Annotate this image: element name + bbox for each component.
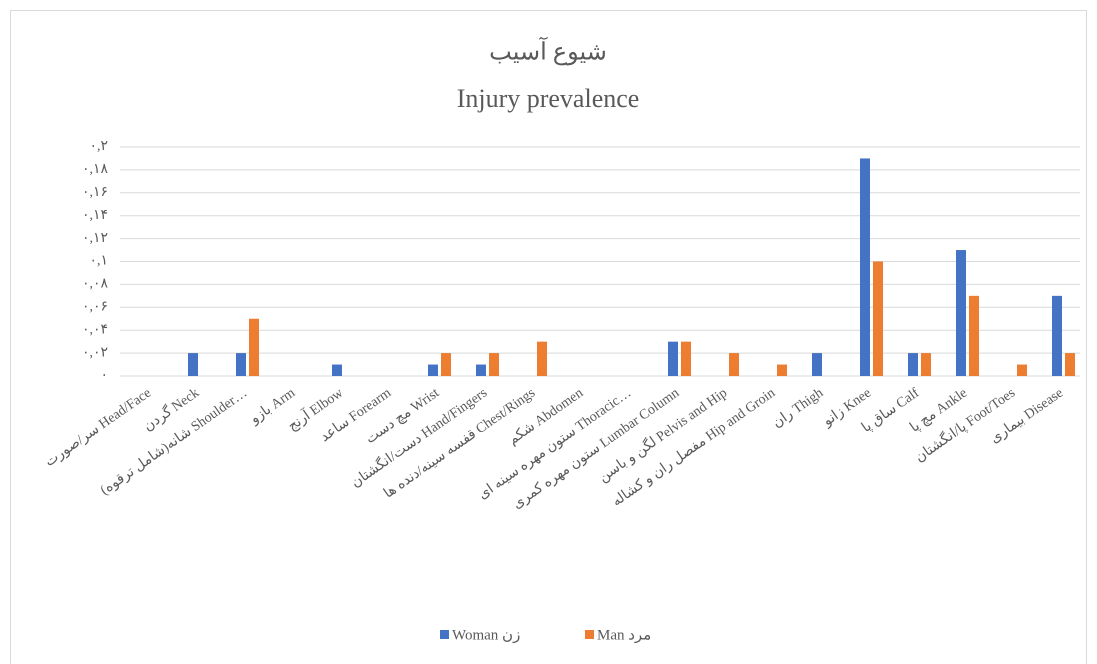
bar [777,364,787,376]
y-tick-label: ۰,۱ [89,254,108,269]
chart-subtitle: Injury prevalence [457,84,640,113]
bar [860,158,870,376]
bar [921,353,931,376]
bar [236,353,246,376]
bar [812,353,822,376]
bar [537,341,547,376]
bar [489,353,499,376]
bar [873,261,883,376]
bar [249,318,259,376]
bar [332,364,342,376]
legend-swatch [440,630,449,639]
bar [1052,295,1062,376]
y-tick-label: ۰,۲ [89,139,108,154]
y-tick-label: ۰,۰۶ [82,300,108,315]
bar [476,364,486,376]
y-tick-label: ۰,۱۲ [82,231,108,246]
legend-label: Man مرد [597,627,651,643]
y-tick-label: ۰,۰۸ [82,277,109,292]
legend-label: Woman زن [452,627,520,643]
bar [1065,353,1075,376]
y-tick-label: ۰,۱۶ [82,185,108,200]
bar [969,295,979,376]
bar [188,353,198,376]
bar [908,353,918,376]
chart-title: شیوع آسیب [489,37,607,66]
y-tick-label: ۰,۱۸ [82,162,109,177]
y-tick-label: ۰,۱۴ [82,208,108,223]
y-tick-label: ۰,۰۲ [82,345,108,360]
y-tick-label: ۰ [100,368,108,383]
bar [729,353,739,376]
bar [441,353,451,376]
bar [1017,364,1027,376]
legend-swatch [585,630,594,639]
chart-frame [10,10,1087,664]
y-tick-label: ۰,۰۴ [82,322,108,337]
bar [428,364,438,376]
bar [956,250,966,376]
bar [668,341,678,376]
bar [681,341,691,376]
